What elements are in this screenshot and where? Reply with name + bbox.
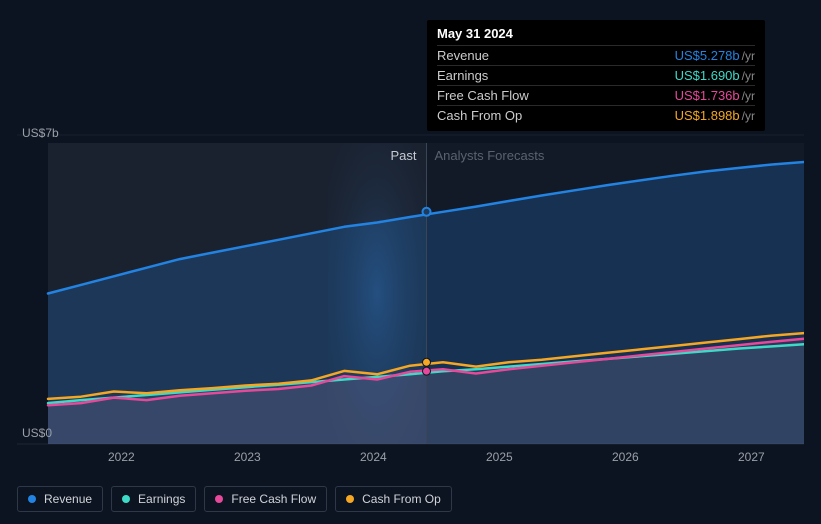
legend-label: Cash From Op [362,492,441,506]
tooltip-row: Free Cash Flow US$1.736b/yr [437,85,755,105]
x-axis-label: 2023 [234,450,261,464]
tooltip-row-value: US$1.898b [675,108,740,123]
legend-dot [346,495,354,503]
legend-dot [122,495,130,503]
legend-item-revenue[interactable]: Revenue [17,486,103,512]
tooltip-row-unit: /yr [742,89,755,103]
tooltip-row-label: Revenue [437,48,489,63]
tooltip-row-unit: /yr [742,109,755,123]
chart-legend: Revenue Earnings Free Cash Flow Cash From O… [17,486,452,512]
tooltip-row-value: US$1.690b [675,68,740,83]
chart-tooltip: May 31 2024 Revenue US$5.278b/yr Earnings U… [427,20,765,131]
legend-label: Revenue [44,492,92,506]
tooltip-row-unit: /yr [742,69,755,83]
legend-item-earnings[interactable]: Earnings [111,486,196,512]
tooltip-row-label: Cash From Op [437,108,522,123]
x-axis-label: 2022 [108,450,135,464]
legend-item-free-cash-flow[interactable]: Free Cash Flow [204,486,327,512]
tooltip-date: May 31 2024 [437,26,755,45]
y-axis-bottom-label: US$0 [22,426,52,440]
x-axis-label: 2025 [486,450,513,464]
legend-dot [215,495,223,503]
x-axis-label: 2026 [612,450,639,464]
tooltip-row-value: US$5.278b [675,48,740,63]
y-axis-top-label: US$7b [22,126,59,140]
tooltip-row-value: US$1.736b [675,88,740,103]
x-axis-label: 2027 [738,450,765,464]
tooltip-row-unit: /yr [742,49,755,63]
forecast-region-label: Analysts Forecasts [435,148,545,163]
tooltip-row-label: Earnings [437,68,488,83]
past-region-label: Past [391,148,417,163]
legend-item-cash-from-op[interactable]: Cash From Op [335,486,452,512]
tooltip-row: Revenue US$5.278b/yr [437,45,755,65]
tooltip-row: Earnings US$1.690b/yr [437,65,755,85]
legend-label: Earnings [138,492,185,506]
tooltip-row: Cash From Op US$1.898b/yr [437,105,755,125]
legend-label: Free Cash Flow [231,492,316,506]
tooltip-row-label: Free Cash Flow [437,88,529,103]
legend-dot [28,495,36,503]
x-axis-label: 2024 [360,450,387,464]
